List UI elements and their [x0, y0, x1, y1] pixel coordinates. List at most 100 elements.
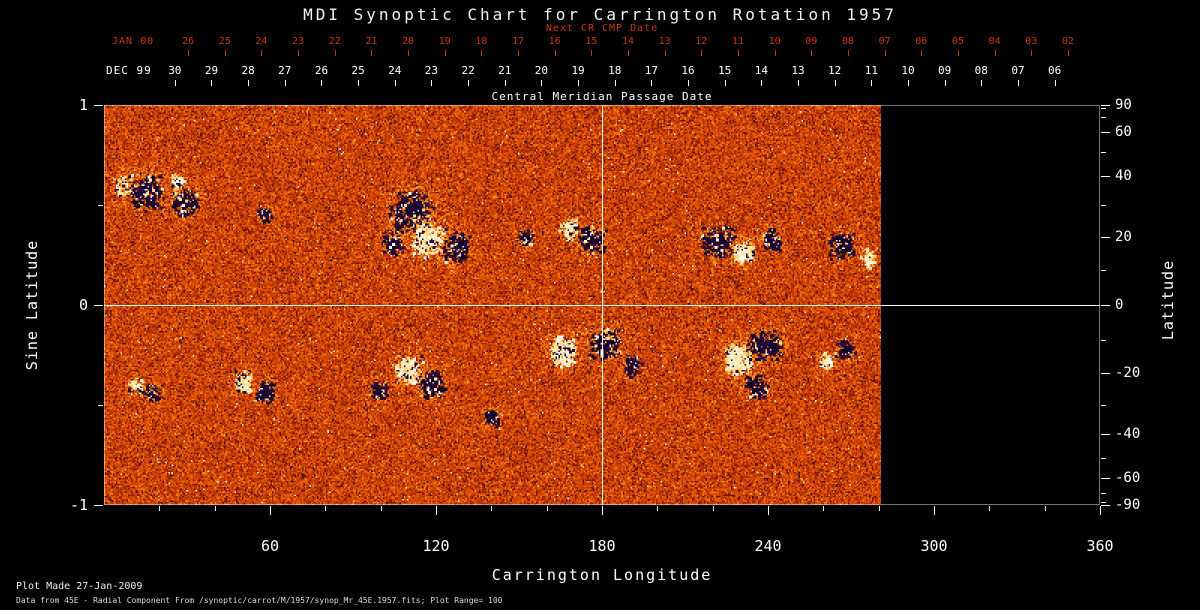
jan-date-tick: [995, 50, 996, 56]
right-axis-tick-label: -90: [1115, 497, 1140, 513]
dec-date-tick: [615, 80, 616, 86]
dec-date-tick-label: 20: [535, 64, 548, 77]
page-title: MDI Synoptic Chart for Carrington Rotati…: [303, 5, 897, 24]
dec-date-tick-label: 21: [498, 64, 511, 77]
jan-date-tick: [188, 50, 189, 56]
left-axis-title: Sine Latitude: [23, 240, 41, 370]
jan-date-tick: [665, 50, 666, 56]
jan-date-tick-label: 13: [659, 36, 671, 47]
mdi-synoptic-chart: MDI Synoptic Chart for Carrington Rotati…: [0, 0, 1200, 610]
dec-date-tick-label: 23: [425, 64, 438, 77]
right-axis-title: Latitude: [1159, 260, 1177, 340]
data-source-text: Data from 45E - Radial Component From /s…: [16, 596, 502, 605]
dec-99-axis-label: DEC 99: [106, 64, 152, 77]
left-axis-tick-label: 1: [50, 96, 88, 114]
bottom-axis-minor-tick: [989, 506, 990, 511]
jan-00-axis-label: JAN 00: [112, 36, 154, 47]
bottom-axis-tick-label: 300: [920, 537, 947, 555]
jan-date-tick-label: 06: [915, 36, 927, 47]
right-axis-tick: [1101, 105, 1110, 106]
bottom-axis-tick-label: 180: [588, 537, 615, 555]
right-axis-tick: [1101, 305, 1110, 306]
jan-date-tick-label: 02: [1062, 36, 1074, 47]
bottom-axis-tick: [602, 506, 603, 515]
plot-made-text: Plot Made 27-Jan-2009: [16, 581, 142, 592]
dec-date-tick: [1055, 80, 1056, 86]
right-axis-tick: [1101, 434, 1110, 435]
jan-date-tick: [701, 50, 702, 56]
dec-date-tick-label: 08: [975, 64, 988, 77]
dec-date-tick: [505, 80, 506, 86]
right-axis-tick-label: 40: [1115, 168, 1132, 184]
jan-date-tick-label: 22: [329, 36, 341, 47]
crosshair-horizontal-line: [104, 305, 1100, 306]
jan-date-tick: [921, 50, 922, 56]
jan-date-tick: [518, 50, 519, 56]
jan-date-tick: [1031, 50, 1032, 56]
left-axis-tick-label: -1: [50, 496, 88, 514]
bottom-axis-minor-tick: [879, 506, 880, 511]
bottom-axis-minor-tick: [325, 506, 326, 511]
jan-date-tick: [555, 50, 556, 56]
dec-date-tick-label: 14: [755, 64, 768, 77]
jan-date-tick-label: 26: [182, 36, 194, 47]
left-axis-tick: [94, 505, 103, 506]
jan-date-tick-label: 09: [805, 36, 817, 47]
jan-date-tick: [298, 50, 299, 56]
jan-date-tick: [958, 50, 959, 56]
jan-date-tick-label: 12: [695, 36, 707, 47]
jan-date-tick: [738, 50, 739, 56]
jan-date-tick-label: 08: [842, 36, 854, 47]
jan-date-tick: [628, 50, 629, 56]
jan-date-tick: [335, 50, 336, 56]
bottom-axis-tick-label: 360: [1086, 537, 1113, 555]
right-axis-tick-label: 20: [1115, 229, 1132, 245]
dec-date-tick-label: 11: [865, 64, 878, 77]
jan-date-tick-label: 19: [439, 36, 451, 47]
dec-date-tick: [798, 80, 799, 86]
left-axis-minor-tick: [98, 405, 103, 406]
dec-date-tick-label: 16: [681, 64, 694, 77]
left-axis-tick: [94, 305, 103, 306]
dec-date-tick: [761, 80, 762, 86]
jan-date-tick-label: 17: [512, 36, 524, 47]
dec-date-tick: [981, 80, 982, 86]
bottom-axis-tick-label: 120: [422, 537, 449, 555]
bottom-axis-title: Carrington Longitude: [492, 566, 713, 584]
jan-date-tick-label: 05: [952, 36, 964, 47]
bottom-axis-minor-tick: [159, 506, 160, 511]
bottom-axis-tick: [270, 506, 271, 515]
dec-date-tick: [211, 80, 212, 86]
dec-date-tick: [248, 80, 249, 86]
right-axis-tick-label: -60: [1115, 470, 1140, 486]
left-axis-minor-tick: [98, 205, 103, 206]
dec-date-tick: [395, 80, 396, 86]
jan-date-tick-label: 24: [255, 36, 267, 47]
bottom-axis-minor-tick: [215, 506, 216, 511]
left-axis-tick-label: 0: [50, 296, 88, 314]
bottom-axis-tick: [1100, 506, 1101, 515]
right-axis-minor-tick: [1101, 405, 1106, 406]
dec-date-tick: [541, 80, 542, 86]
dec-date-tick: [945, 80, 946, 86]
right-axis-tick: [1101, 505, 1110, 506]
dec-date-tick-label: 27: [278, 64, 291, 77]
jan-date-tick: [885, 50, 886, 56]
jan-date-tick-label: 03: [1025, 36, 1037, 47]
dec-date-tick: [358, 80, 359, 86]
right-axis-minor-tick: [1101, 117, 1106, 118]
bottom-axis-tick: [934, 506, 935, 515]
bottom-axis-minor-tick: [381, 506, 382, 511]
jan-date-tick-label: 23: [292, 36, 304, 47]
jan-date-tick: [408, 50, 409, 56]
jan-date-tick-label: 15: [585, 36, 597, 47]
bottom-axis-tick-label: 60: [261, 537, 279, 555]
jan-date-tick-label: 07: [879, 36, 891, 47]
central-meridian-passage-date-label: Central Meridian Passage Date: [491, 90, 712, 103]
dec-date-tick: [651, 80, 652, 86]
dec-date-tick-label: 07: [1011, 64, 1024, 77]
right-axis-tick-label: 90: [1115, 97, 1132, 113]
right-axis-minor-tick: [1101, 340, 1106, 341]
dec-date-tick: [725, 80, 726, 86]
right-axis-tick: [1101, 478, 1110, 479]
